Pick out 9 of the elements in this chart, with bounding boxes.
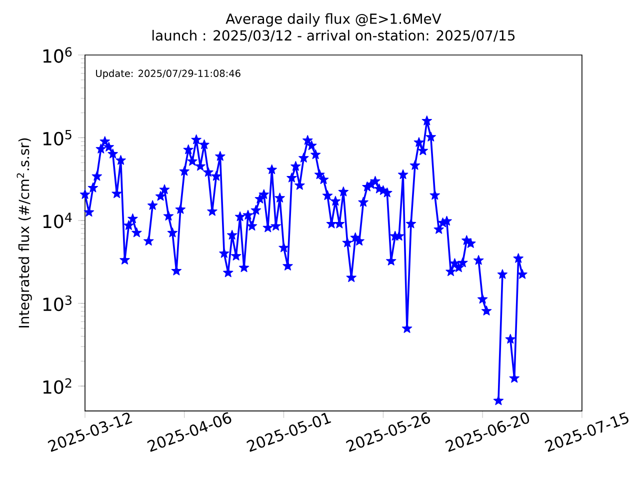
y-tick-label: 10$^{2}$	[43, 378, 72, 394]
annotation: Update: 2025/07/29-11:08:46	[96, 70, 240, 79]
chart-subtitle: launch : 2025/03/12 - arrival on-station: 2025/07/15	[152, 30, 515, 42]
chart-title: Average daily flux @E>1.6MeV	[226, 13, 442, 27]
y-tick-label: 10$^{3}$	[43, 295, 72, 312]
y-axis-title: Integrated flux (#/cm$^{2}$.s.sr)	[16, 138, 32, 328]
y-tick-label: 10$^{4}$	[43, 212, 72, 228]
y-tick-label: 10$^{6}$	[43, 47, 72, 63]
y-tick-label: 10$^{5}$	[43, 130, 72, 146]
